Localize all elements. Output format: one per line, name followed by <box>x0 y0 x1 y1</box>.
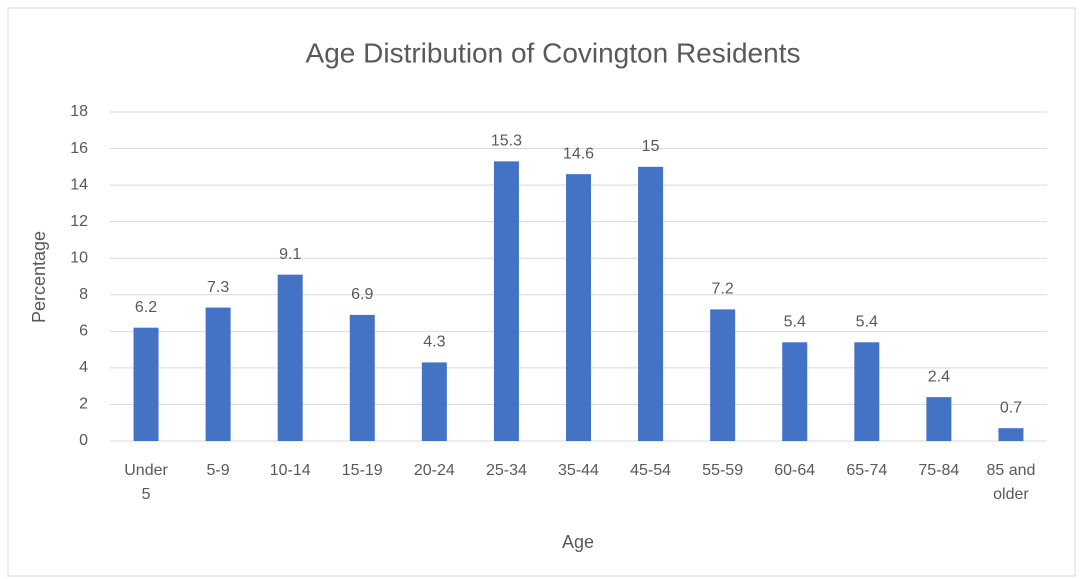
x-tick-label: 25-34 <box>485 462 527 479</box>
y-tick-label: 2 <box>79 396 88 413</box>
x-tick-group: 20-24 <box>413 462 455 479</box>
x-tick-group: 10-14 <box>269 462 311 479</box>
x-tick-group: 55-59 <box>702 462 744 479</box>
data-label: 6.2 <box>135 299 157 316</box>
data-label: 7.3 <box>207 279 229 296</box>
x-tick-group: 45-54 <box>630 462 672 479</box>
chart-border <box>7 7 1076 577</box>
x-tick-group: 5-9 <box>206 462 230 479</box>
data-label: 9.1 <box>279 246 301 263</box>
bar <box>638 166 664 442</box>
y-tick-label: 14 <box>70 176 88 193</box>
bar <box>133 327 159 441</box>
x-axis-label: Age <box>562 532 594 552</box>
y-tick-label: 12 <box>70 213 88 230</box>
bar <box>710 309 736 441</box>
data-label: 15.3 <box>491 133 522 150</box>
data-label: 5.4 <box>856 314 878 331</box>
x-tick-group: 25-34 <box>485 462 527 479</box>
data-label: 5.4 <box>784 314 806 331</box>
data-label: 0.7 <box>1000 399 1022 416</box>
x-tick-group: 65-74 <box>846 462 888 479</box>
data-label: 15 <box>642 138 660 155</box>
bar <box>926 397 952 441</box>
x-tick-group: Under 5 <box>124 462 168 503</box>
x-tick-label: 5-9 <box>206 462 230 479</box>
x-tick-label: 45-54 <box>630 462 672 479</box>
bar <box>277 274 303 441</box>
y-tick-label: 8 <box>79 286 88 303</box>
y-tick-label: 10 <box>70 249 88 266</box>
x-tick-label: 60-64 <box>774 462 816 479</box>
bar <box>998 428 1024 441</box>
bar <box>205 307 231 441</box>
bar <box>566 174 591 441</box>
y-tick-label: 16 <box>70 140 88 157</box>
data-label: 6.9 <box>351 286 373 303</box>
x-tick-group: 75-84 <box>918 462 960 479</box>
y-tick-label: 18 <box>70 103 88 120</box>
x-tick-group: 85 and older <box>986 462 1036 503</box>
y-tick-label: 0 <box>79 432 88 449</box>
x-tick-group: 35-44 <box>558 462 599 479</box>
x-tick-label: 35-44 <box>558 462 599 479</box>
y-axis-label: Percentage <box>29 231 49 323</box>
bar <box>854 342 880 441</box>
x-tick-label: 15-19 <box>341 462 383 479</box>
data-label: 2.4 <box>928 368 950 385</box>
bar <box>349 314 375 441</box>
chart-title: Age Distribution of Covington Residents <box>306 37 801 68</box>
x-tick-label: 65-74 <box>846 462 888 479</box>
data-label: 4.3 <box>423 334 445 351</box>
x-tick-group: 60-64 <box>774 462 816 479</box>
bar <box>782 342 808 441</box>
y-tick-label: 4 <box>79 359 88 376</box>
x-tick-label: 75-84 <box>918 462 960 479</box>
x-tick-label: 55-59 <box>702 462 744 479</box>
bar <box>493 161 519 441</box>
y-tick-label: 6 <box>79 323 88 340</box>
x-tick-label: Under 5 <box>124 462 168 503</box>
x-tick-label: 20-24 <box>413 462 455 479</box>
x-tick-group: 15-19 <box>341 462 383 479</box>
data-label: 7.2 <box>712 281 734 298</box>
data-label: 14.6 <box>563 145 594 162</box>
x-tick-label: 85 and older <box>986 462 1036 503</box>
bar <box>421 362 447 441</box>
x-tick-label: 10-14 <box>269 462 311 479</box>
